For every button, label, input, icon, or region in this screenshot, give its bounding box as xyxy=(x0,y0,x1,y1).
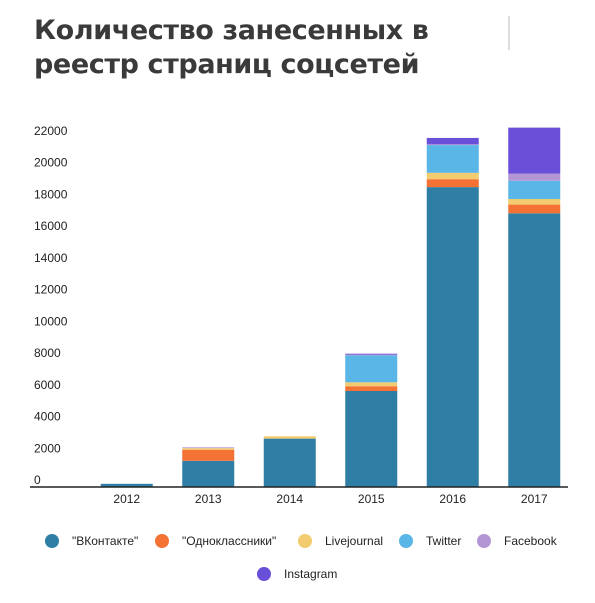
bar-segment-2017-facebook xyxy=(508,173,561,181)
bar-segment-2016-twitter xyxy=(426,145,479,173)
legend-marker-5 xyxy=(257,567,271,581)
legend-label-0: "ВКонтакте" xyxy=(72,534,138,548)
y-tick-label: 22000 xyxy=(34,124,68,138)
y-tick-label: 2000 xyxy=(34,441,61,455)
legend-label-5: Instagram xyxy=(284,567,337,581)
bar-segment-2013-livejournal xyxy=(182,448,235,450)
legend-marker-4 xyxy=(477,534,491,548)
y-tick-label: 20000 xyxy=(34,156,68,170)
x-tick-label: 2012 xyxy=(113,492,140,506)
legend-marker-0 xyxy=(45,534,59,548)
bar-segment-2017-одноклассники xyxy=(508,204,561,214)
bar-segment-2013-вконтакте xyxy=(182,460,235,487)
y-tick-label: 10000 xyxy=(34,314,68,328)
bar-segment-2016-instagram xyxy=(426,137,479,145)
bar-segment-2016-одноклассники xyxy=(426,179,479,188)
y-tick-label: 18000 xyxy=(34,187,68,201)
bar-segment-2017-instagram xyxy=(508,127,561,174)
bar-segment-2012-вконтакте xyxy=(100,483,153,487)
x-tick-label: 2017 xyxy=(521,492,548,506)
bar-segment-2015-одноклассники xyxy=(345,386,398,392)
x-tick-label: 2016 xyxy=(439,492,466,506)
bar-segment-2013-facebook xyxy=(182,447,235,449)
bar-segment-2013-одноклассники xyxy=(182,449,235,461)
bar-segment-2015-instagram xyxy=(345,353,398,355)
bar-segment-2017-twitter xyxy=(508,180,561,200)
x-tick-label: 2013 xyxy=(195,492,222,506)
y-tick-label: 14000 xyxy=(34,251,68,265)
x-tick-label: 2014 xyxy=(276,492,303,506)
bar-segment-2014-livejournal xyxy=(263,436,316,439)
y-tick-label: 6000 xyxy=(34,378,61,392)
bar-segment-2016-вконтакте xyxy=(426,187,479,487)
bar-segment-2014-вконтакте xyxy=(263,438,316,487)
bar-segment-2015-facebook xyxy=(345,354,398,356)
title-divider xyxy=(508,16,510,50)
legend-marker-2 xyxy=(298,534,312,548)
y-tick-label: 8000 xyxy=(34,346,61,360)
legend-marker-1 xyxy=(155,534,169,548)
legend-label-4: Facebook xyxy=(504,534,558,548)
y-tick-label: 0 xyxy=(34,473,41,487)
bar-segment-2015-twitter xyxy=(345,355,398,383)
legend-label-2: Livejournal xyxy=(325,534,383,548)
bar-segment-2016-facebook xyxy=(426,144,479,146)
legend-label-1: "Одноклассники" xyxy=(182,534,276,548)
bar-segment-2017-livejournal xyxy=(508,199,561,205)
bar-segment-2017-вконтакте xyxy=(508,213,561,488)
y-tick-label: 4000 xyxy=(34,410,61,424)
bar-segment-2016-livejournal xyxy=(426,172,479,180)
y-tick-label: 16000 xyxy=(34,219,68,233)
y-tick-label: 12000 xyxy=(34,283,68,297)
bar-segment-2015-вконтакте xyxy=(345,391,398,487)
x-tick-label: 2015 xyxy=(358,492,385,506)
chart-title: Количество занесенных в реестр страниц с… xyxy=(34,15,429,80)
legend-marker-3 xyxy=(399,534,413,548)
bar-segment-2015-livejournal xyxy=(345,382,398,387)
legend-label-3: Twitter xyxy=(426,534,461,548)
